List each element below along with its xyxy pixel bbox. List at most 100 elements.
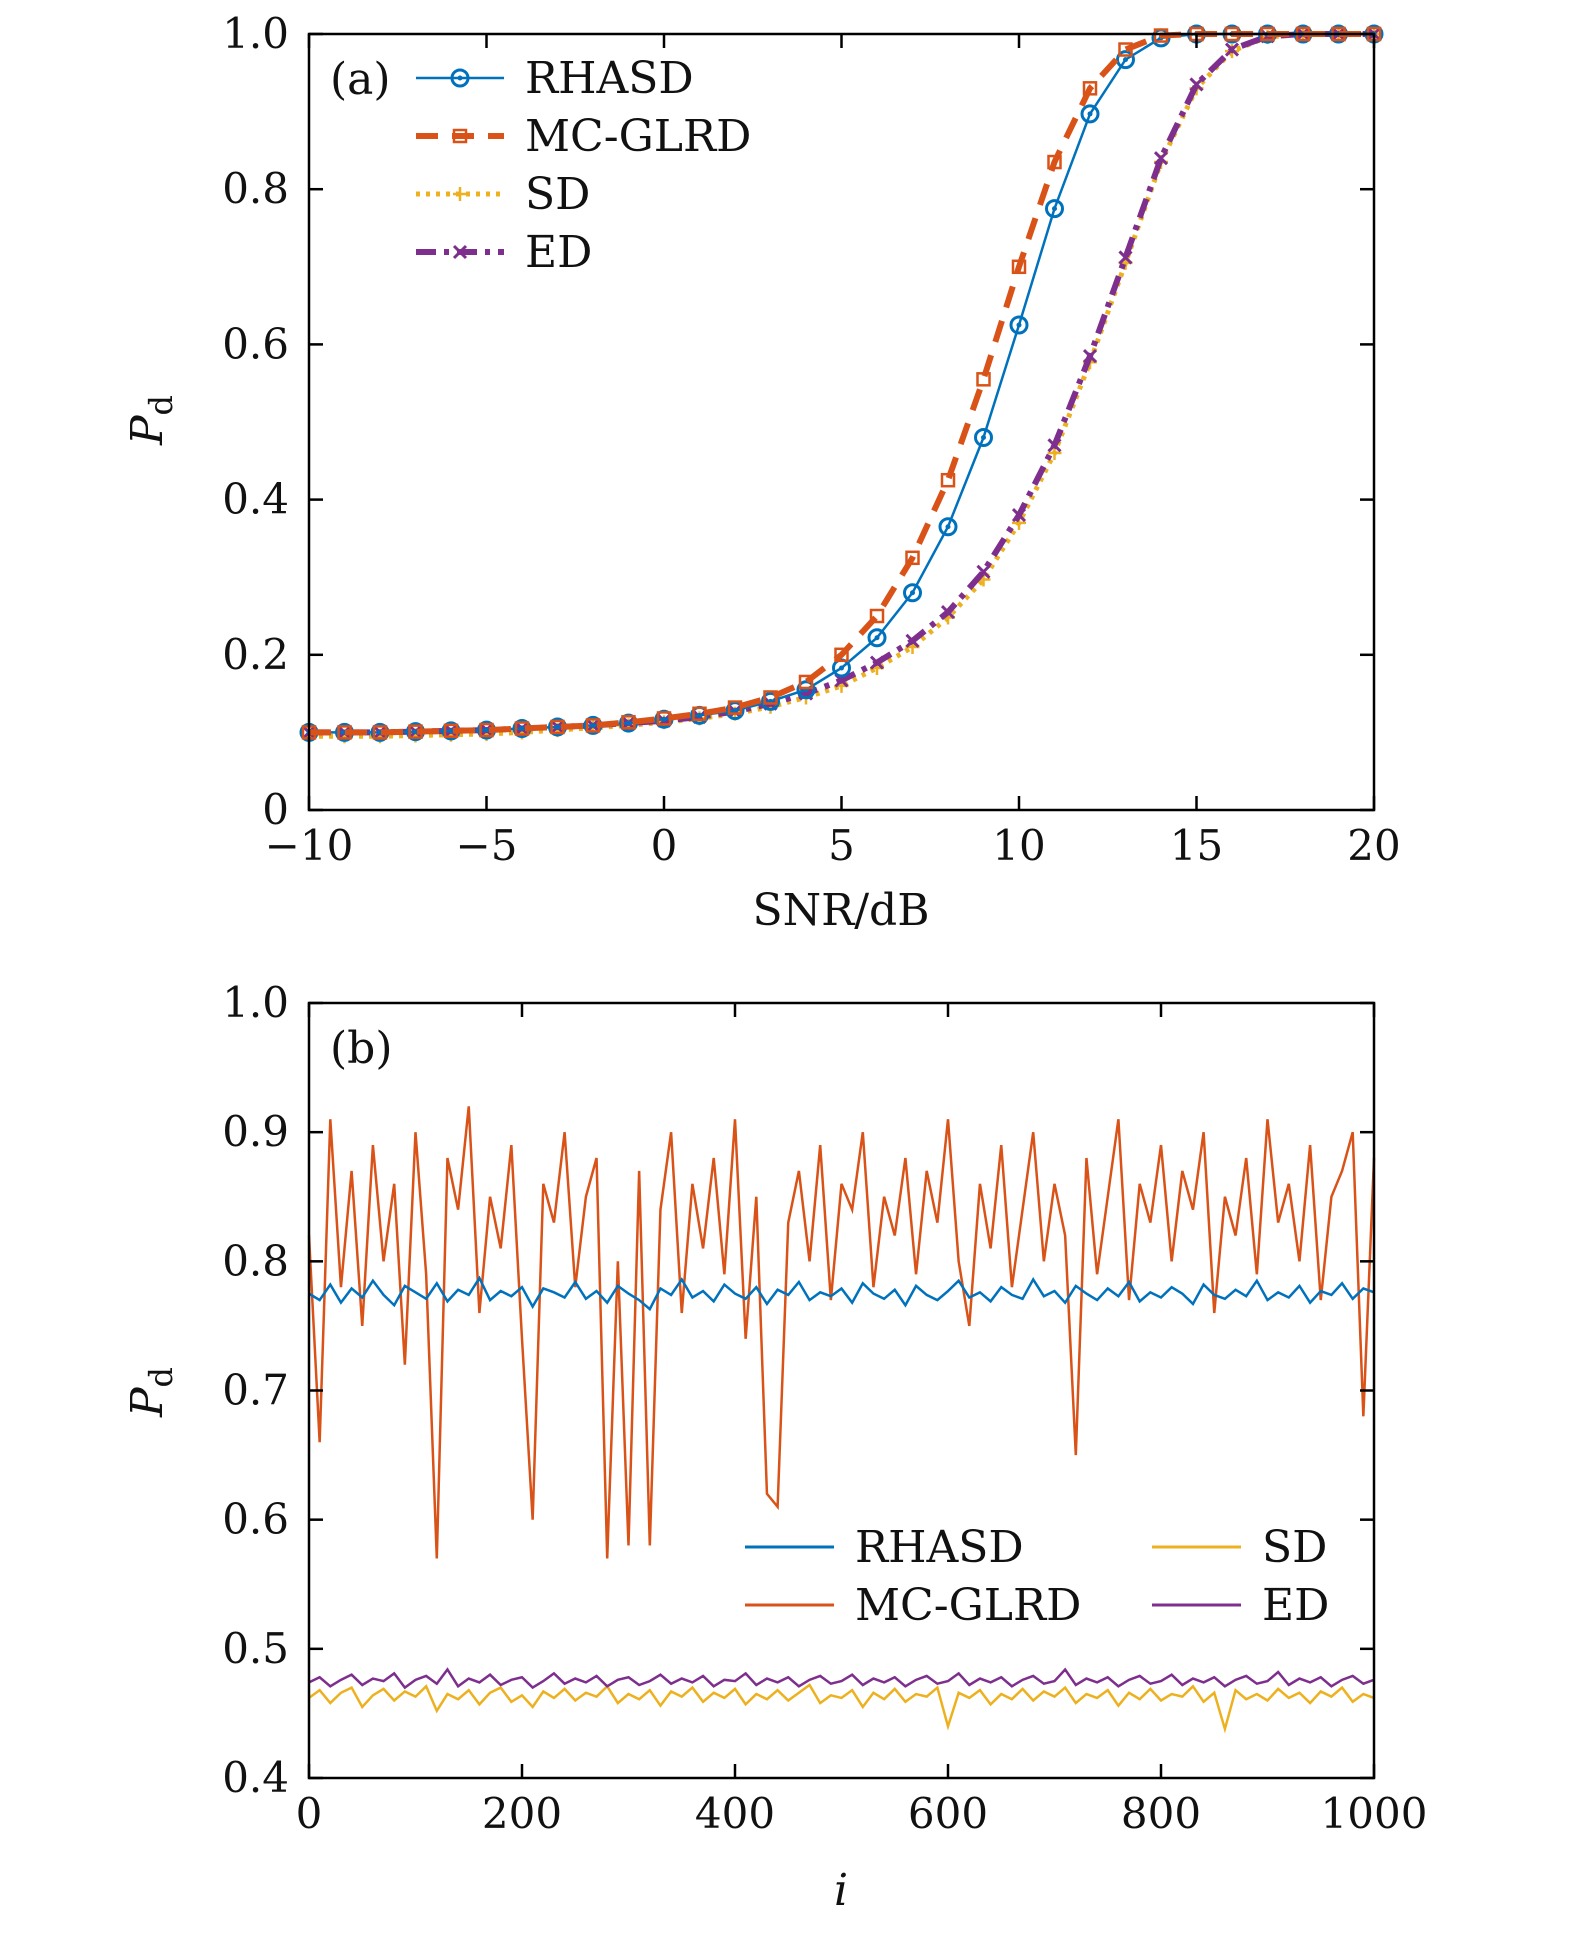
legend-item-mc-glrd: MC-GLRD bbox=[745, 1580, 1081, 1631]
point-rhasd bbox=[1080, 104, 1100, 124]
legend-item-rhasd: RHASD bbox=[416, 53, 694, 104]
plot-area-b bbox=[307, 1106, 1376, 1734]
point-mc-glrd bbox=[905, 550, 920, 566]
y-tick-label: 0.8 bbox=[222, 1236, 289, 1285]
svg-text:Pd: Pd bbox=[122, 395, 180, 446]
point-mc-glrd bbox=[869, 608, 885, 624]
point-mc-glrd bbox=[834, 647, 849, 663]
panel-label-a: (a) bbox=[330, 54, 391, 105]
x-tick-label: 0 bbox=[296, 1789, 323, 1838]
legend-item-ed: ED bbox=[416, 227, 592, 278]
legend-label: MC-GLRD bbox=[855, 1580, 1081, 1631]
panel-label-b: (b) bbox=[330, 1023, 393, 1074]
point-mc-glrd bbox=[443, 723, 459, 739]
legend-marker bbox=[450, 68, 470, 88]
x-tick-label: 400 bbox=[695, 1789, 775, 1838]
legend-marker bbox=[452, 244, 468, 260]
point-rhasd-center bbox=[1016, 322, 1022, 328]
x-tick-label: 200 bbox=[482, 1789, 562, 1838]
point-mc-glrd bbox=[1047, 154, 1062, 170]
y-tick-label: 0.4 bbox=[222, 1753, 289, 1802]
legend-a: RHASD MC-GLRD SD ED bbox=[416, 53, 751, 278]
y-tick-label: 0.2 bbox=[222, 630, 289, 679]
point-rhasd-center bbox=[448, 728, 454, 734]
point-rhasd bbox=[938, 517, 958, 537]
point-ed bbox=[940, 605, 956, 620]
point-rhasd-center bbox=[874, 635, 880, 641]
point-mc-glrd bbox=[798, 674, 814, 690]
legend-label: RHASD bbox=[855, 1522, 1024, 1573]
point-rhasd-center bbox=[590, 722, 596, 728]
point-mc-glrd bbox=[408, 724, 423, 739]
point-ed bbox=[1118, 250, 1133, 265]
y-tick-label: 0.5 bbox=[222, 1624, 289, 1673]
point-mc-glrd bbox=[479, 722, 494, 738]
point-rhasd-center bbox=[732, 708, 738, 714]
point-mc-glrd bbox=[550, 719, 565, 735]
x-tick-label: 600 bbox=[908, 1789, 988, 1838]
legend-label: SD bbox=[525, 169, 590, 220]
y-tick-label: 1.0 bbox=[222, 978, 289, 1027]
point-mc-glrd bbox=[727, 700, 743, 715]
y-tick-label: 0.6 bbox=[222, 319, 289, 368]
chart-b: 0 200 400 600 800 1000 0.4 0.5 0.6 0.7 0.8 0.9 1.0 i… bbox=[122, 978, 1427, 1916]
y-tick-label: 0.8 bbox=[222, 164, 289, 213]
point-rhasd bbox=[903, 583, 922, 603]
point-rhasd bbox=[1009, 315, 1029, 335]
point-rhasd-center bbox=[555, 724, 560, 730]
svg-text:Pd: Pd bbox=[122, 1367, 180, 1418]
point-ed bbox=[869, 655, 885, 670]
point-mc-glrd bbox=[621, 715, 636, 730]
point-rhasd bbox=[796, 680, 816, 700]
point-mc-glrd bbox=[656, 711, 672, 726]
legend-label: RHASD bbox=[525, 53, 694, 104]
legend-item-rhasd: RHASD bbox=[745, 1522, 1024, 1573]
ticks-a: −10 −5 0 5 10 15 20 0 0.2 0.4 0.6 0.8 1.0 bbox=[222, 9, 1401, 870]
point-mc-glrd bbox=[337, 725, 352, 740]
point-rhasd-center bbox=[981, 435, 986, 441]
x-tick-label: 0 bbox=[651, 821, 678, 870]
point-mc-glrd bbox=[1011, 259, 1027, 275]
legend-label: MC-GLRD bbox=[525, 111, 751, 162]
line-rhasd bbox=[308, 1275, 1375, 1312]
point-rhasd bbox=[974, 428, 993, 448]
point-rhasd bbox=[761, 691, 780, 711]
axes-frame-a bbox=[307, 32, 1376, 812]
point-mc-glrd bbox=[372, 725, 388, 740]
x-tick-label: 800 bbox=[1121, 1789, 1201, 1838]
legend-b: RHASD MC-GLRD SD ED bbox=[745, 1522, 1329, 1631]
point-rhasd-center bbox=[484, 727, 489, 733]
x-tick-label: 5 bbox=[828, 821, 855, 870]
y-tick-label: 0.6 bbox=[222, 1495, 289, 1544]
point-mc-glrd bbox=[1153, 28, 1169, 43]
legend-label: SD bbox=[1262, 1522, 1327, 1573]
x-tick-label: 1000 bbox=[1321, 1789, 1428, 1838]
legend-label: ED bbox=[1262, 1580, 1329, 1631]
point-rhasd-center bbox=[1052, 206, 1057, 212]
point-rhasd-center bbox=[1087, 111, 1093, 117]
line-sd bbox=[308, 1683, 1375, 1734]
y-axis-label-a: Pd bbox=[122, 395, 180, 446]
point-mc-glrd bbox=[763, 690, 778, 705]
point-mc-glrd bbox=[1082, 81, 1098, 96]
point-rhasd-center bbox=[626, 720, 631, 726]
point-rhasd-center bbox=[945, 524, 951, 530]
point-rhasd-center bbox=[413, 729, 418, 735]
legend-marker bbox=[452, 128, 468, 144]
point-mc-glrd bbox=[940, 472, 956, 488]
legend-marker bbox=[453, 187, 467, 201]
x-tick-label: 10 bbox=[992, 821, 1045, 870]
x-tick-label: 15 bbox=[1170, 821, 1223, 870]
y-tick-label: 1.0 bbox=[222, 9, 289, 58]
point-rhasd-center bbox=[661, 716, 667, 722]
legend-marker-center bbox=[457, 75, 463, 81]
point-ed bbox=[1224, 42, 1240, 57]
point-rhasd-center bbox=[839, 665, 844, 671]
point-rhasd-center bbox=[697, 712, 702, 718]
point-rhasd-center bbox=[1123, 57, 1128, 63]
point-ed bbox=[1189, 77, 1204, 92]
point-mc-glrd bbox=[514, 721, 530, 736]
y-tick-label: 0.4 bbox=[222, 475, 289, 524]
